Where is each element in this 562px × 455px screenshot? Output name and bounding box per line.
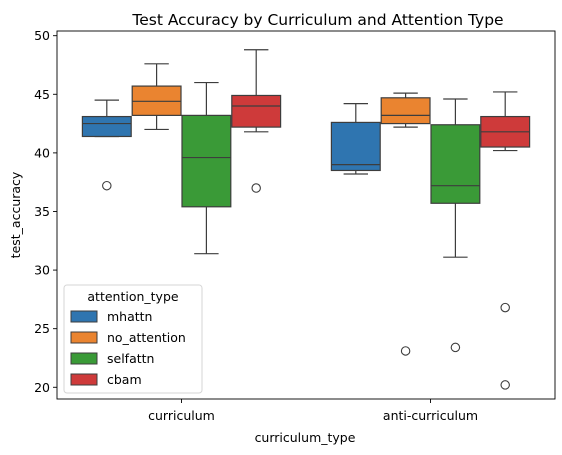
outlier-point (102, 180, 112, 191)
x-axis: curriculum anti-curriculum (148, 399, 478, 423)
box-cbam-anti-curriculum (480, 91, 531, 390)
legend-label-no-attention: no_attention (107, 330, 186, 345)
legend-swatch-mhattn (70, 310, 98, 323)
legend-title: attention_type (87, 289, 179, 304)
box-iqr (231, 94, 282, 128)
y-tick-label: 40 (34, 145, 50, 160)
box-no-attention-curriculum (131, 63, 182, 131)
box-iqr (181, 114, 232, 208)
box-selfattn-curriculum (181, 81, 232, 255)
box-iqr (380, 97, 431, 125)
legend-box (63, 284, 203, 394)
y-tick-label: 45 (34, 87, 50, 102)
outlier-point (500, 380, 510, 390)
y-tick-label: 50 (34, 28, 50, 43)
plot-frame (56, 30, 556, 400)
legend-label-mhattn: mhattn (107, 309, 152, 324)
outlier-point (400, 346, 411, 356)
y-tick-label: 25 (34, 321, 50, 336)
outlier-point (450, 342, 461, 353)
legend-swatch-no-attention (70, 331, 98, 344)
legend-label-cbam: cbam (107, 372, 142, 387)
y-tick-label: 35 (34, 204, 50, 219)
chart-title: Test Accuracy by Curriculum and Attentio… (131, 11, 503, 29)
outlier-point (500, 302, 510, 313)
box-selfattn-anti-curriculum (430, 98, 481, 353)
x-tick-label-anti-curriculum: anti-curriculum (383, 408, 478, 423)
legend-label-selfattn: selfattn (107, 351, 154, 366)
box-iqr (430, 124, 481, 204)
box-iqr (330, 121, 381, 172)
box-no-attention-anti-curriculum (380, 92, 431, 356)
plot-area (81, 49, 531, 390)
x-axis-label: curriculum_type (255, 430, 356, 445)
x-tick-label-curriculum: curriculum (148, 408, 215, 423)
box-mhattn-anti-curriculum (330, 103, 381, 175)
legend-swatch-selfattn (70, 352, 98, 365)
box-cbam-curriculum (231, 49, 282, 193)
y-tick-label: 30 (34, 263, 50, 278)
y-axis-label: test_accuracy (8, 171, 23, 258)
box-iqr (81, 115, 132, 138)
box-mhattn-curriculum (81, 99, 132, 191)
legend-swatch-cbam (70, 373, 98, 386)
outlier-point (251, 183, 261, 193)
y-axis: 20 25 30 35 40 45 50 (34, 28, 57, 395)
y-tick-label: 20 (34, 380, 50, 395)
